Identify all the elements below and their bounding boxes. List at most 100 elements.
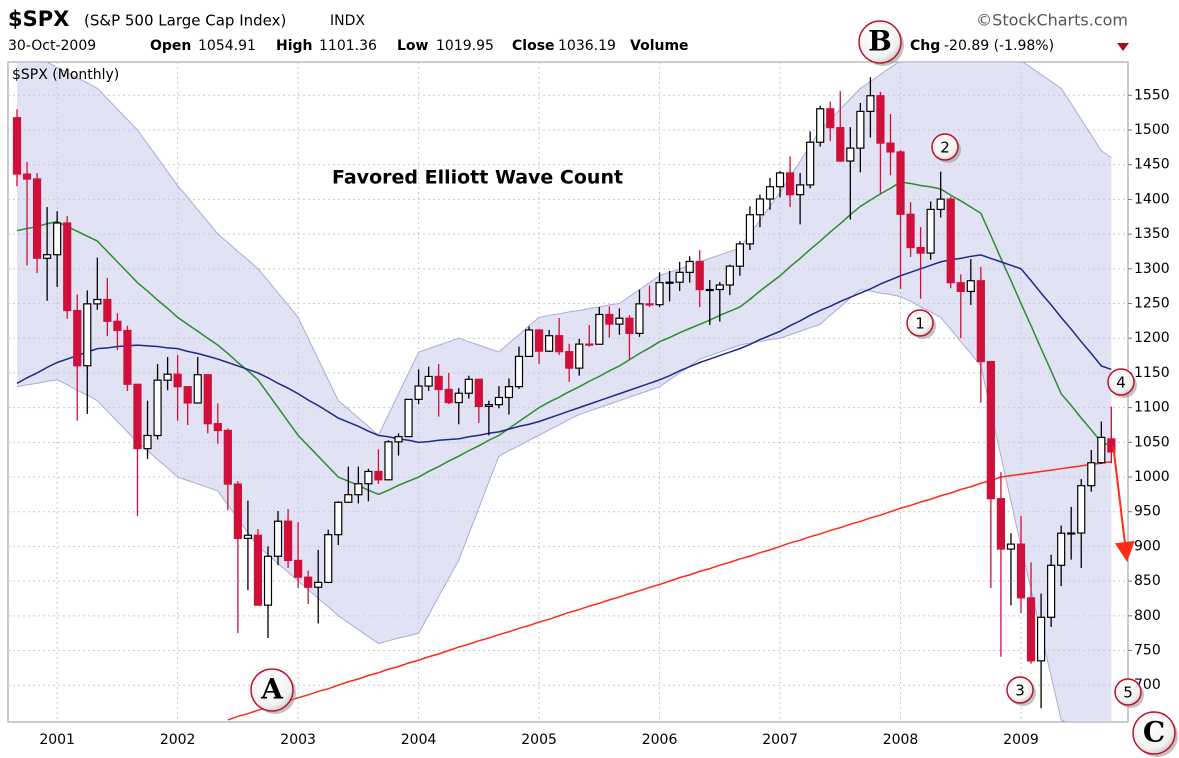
candle-body	[605, 313, 614, 325]
candle-body	[32, 178, 42, 259]
candle-body	[304, 576, 313, 588]
y-tick-label: 1200	[1134, 330, 1170, 346]
candle-body	[665, 281, 674, 284]
header-value: 1054.91	[198, 38, 256, 54]
header-label: Chg	[910, 38, 940, 54]
y-tick-label: 1550	[1134, 87, 1170, 103]
candle-body	[685, 260, 694, 273]
header-label: Open	[150, 38, 191, 54]
candle-body	[705, 288, 714, 292]
candle-body	[1097, 436, 1106, 464]
wave-bubble	[931, 133, 959, 161]
candle-body	[133, 383, 142, 450]
candle-body	[384, 441, 393, 481]
candle-body	[454, 392, 463, 404]
candle-body	[424, 375, 433, 387]
candle-body	[344, 494, 353, 503]
y-tick-label: 850	[1134, 573, 1161, 589]
y-tick-label: 800	[1134, 608, 1161, 624]
candle-body	[364, 470, 373, 485]
candle-body	[725, 265, 734, 286]
candle-body	[193, 374, 202, 404]
y-tick-label: 1500	[1134, 122, 1170, 138]
candle-body	[856, 110, 865, 149]
candle-body	[1026, 597, 1036, 662]
header-label: Close	[512, 38, 555, 54]
y-tick-label: 1350	[1134, 226, 1170, 242]
y-tick-label: 1100	[1134, 400, 1170, 416]
candle-body	[1057, 532, 1066, 566]
subtitle: (S&P 500 Large Cap Index)	[84, 12, 286, 30]
y-tick-label: 950	[1134, 504, 1161, 520]
candle-body	[314, 581, 323, 588]
exchange: INDX	[330, 13, 365, 29]
x-tick-label: 2001	[39, 732, 75, 748]
candle-body	[283, 520, 293, 562]
candle-body	[1036, 616, 1046, 662]
candle-body	[1107, 438, 1116, 453]
annotation: Favored Elliott Wave Count	[332, 167, 623, 189]
wave-bubble	[906, 309, 934, 337]
x-tick-label: 2008	[883, 732, 919, 748]
candle-body	[474, 378, 483, 408]
candle-body	[555, 335, 564, 353]
header-value: 1101.36	[319, 38, 377, 54]
candle-body	[796, 184, 805, 196]
candle-body	[414, 385, 423, 400]
header-label: High	[276, 38, 313, 54]
candle-body	[514, 355, 524, 388]
candle-body	[545, 335, 554, 352]
y-tick-label: 1250	[1134, 296, 1170, 312]
y-tick-label: 1450	[1134, 157, 1170, 173]
candle-body	[1006, 543, 1016, 550]
y-tick-label: 1050	[1134, 434, 1170, 450]
candle-body	[294, 559, 303, 578]
candle-body	[966, 280, 975, 293]
candle-body	[916, 246, 925, 254]
band-upper	[45, 62, 1112, 437]
candle-body	[213, 423, 222, 432]
candle-body	[876, 95, 885, 144]
wave-bubble	[1006, 676, 1034, 704]
candle-body	[484, 404, 493, 408]
y-tick-label: 1150	[1134, 365, 1170, 381]
candle-body	[163, 373, 172, 381]
candle-body	[103, 298, 112, 322]
candle-body	[223, 429, 232, 485]
wave-bubble	[1114, 678, 1142, 706]
wave-label: 1	[915, 315, 925, 333]
candle-body	[253, 534, 263, 606]
overlay-line	[16, 254, 1112, 444]
y-tick-label: 750	[1134, 643, 1161, 659]
candle-body	[243, 534, 253, 539]
y-tick-label: 1400	[1134, 191, 1170, 207]
candle-body	[324, 534, 333, 583]
y-tick-label: 900	[1134, 538, 1161, 554]
candle-body	[675, 271, 684, 283]
candle-body	[53, 222, 62, 256]
wave-bubble	[1107, 368, 1135, 396]
candle-body	[755, 198, 765, 216]
candle-body	[1067, 532, 1076, 535]
candle-body	[1077, 485, 1086, 534]
wave-bubble	[1132, 711, 1176, 755]
candle-body	[63, 222, 72, 312]
candle-body	[976, 280, 985, 363]
x-tick-label: 2007	[762, 732, 798, 748]
candle-body	[153, 379, 162, 437]
wave-label: 2	[940, 139, 950, 157]
candle-body	[263, 555, 273, 606]
candle-body	[886, 142, 895, 153]
candle-body	[43, 254, 52, 259]
header-value: 1036.19	[558, 38, 616, 54]
candle-body	[806, 141, 815, 186]
candle-body	[906, 213, 915, 249]
header-value: 1019.95	[436, 38, 494, 54]
candle-body	[735, 243, 744, 267]
candle-body	[123, 329, 132, 385]
band-lower	[16, 289, 1067, 722]
overlay-line	[16, 181, 1112, 496]
header-label: Volume	[630, 38, 689, 54]
wave-label: C	[1143, 716, 1165, 749]
candle-body	[334, 501, 343, 536]
